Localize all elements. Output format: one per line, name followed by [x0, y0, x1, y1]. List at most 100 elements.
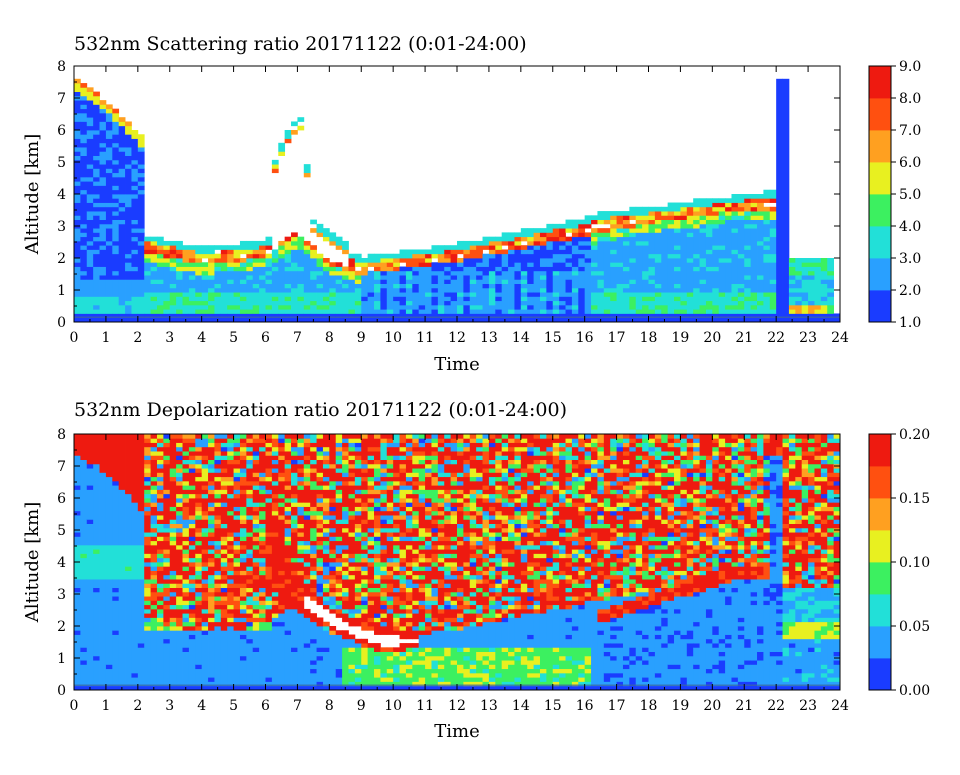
heatmap-cell — [170, 545, 177, 571]
heatmap-cell — [74, 151, 81, 156]
heatmap-cell — [221, 313, 228, 322]
heatmap-cell — [374, 664, 381, 669]
heatmap-cell — [151, 434, 158, 439]
heatmap-cell — [521, 613, 528, 648]
heatmap-cell — [208, 489, 215, 494]
heatmap-cell — [431, 617, 438, 622]
heatmap-cell — [176, 609, 183, 618]
heatmap-cell — [317, 258, 324, 267]
heatmap-cell — [310, 579, 317, 588]
heatmap-cell — [629, 600, 636, 613]
heatmap-cell — [451, 622, 458, 627]
heatmap-cell — [163, 626, 170, 631]
heatmap-cell — [706, 198, 713, 207]
heatmap-cell — [253, 313, 260, 322]
heatmap-cell — [227, 588, 234, 593]
heatmap-cell — [202, 515, 209, 520]
heatmap-cell — [706, 313, 713, 322]
heatmap-cell — [566, 464, 573, 473]
heatmap-cell — [521, 647, 528, 656]
heatmap-cell — [438, 656, 445, 661]
heatmap-cell — [412, 562, 419, 567]
heatmap-cell — [508, 254, 515, 267]
heatmap-cell — [74, 588, 81, 593]
heatmap-cell — [374, 536, 381, 541]
heatmap-cell — [259, 571, 266, 576]
heatmap-cell — [361, 609, 368, 614]
heatmap-cell — [93, 228, 100, 233]
heatmap-cell — [393, 489, 400, 494]
heatmap-cell — [578, 494, 585, 499]
heatmap-cell — [87, 139, 94, 165]
heatmap-cell — [476, 447, 483, 452]
heatmap-cell — [751, 309, 758, 314]
heatmap-cell — [419, 447, 426, 452]
heatmap-cell — [655, 549, 662, 554]
heatmap-cell — [170, 288, 177, 293]
heatmap-cell — [342, 519, 349, 524]
heatmap-cell — [642, 596, 649, 601]
heatmap-cell — [521, 592, 528, 605]
heatmap-cell — [393, 605, 400, 614]
heatmap-cell — [419, 438, 426, 443]
heatmap-cell — [604, 613, 611, 622]
heatmap-cell — [195, 553, 202, 558]
heatmap-cell — [195, 451, 202, 456]
heatmap-cell — [112, 109, 119, 114]
heatmap-cell — [380, 626, 387, 635]
heatmap-cell — [642, 279, 649, 292]
heatmap-cell — [400, 562, 407, 567]
heatmap-cell — [131, 313, 138, 322]
heatmap-cell — [712, 224, 719, 229]
heatmap-cell — [195, 592, 202, 597]
heatmap-cell — [361, 519, 368, 524]
heatmap-cell — [374, 460, 381, 465]
heatmap-cell — [623, 592, 630, 597]
heatmap-cell — [546, 562, 553, 567]
heatmap-cell — [234, 245, 241, 250]
heatmap-cell — [227, 305, 234, 310]
heatmap-cell — [540, 532, 547, 537]
heatmap-cell — [514, 309, 521, 314]
heatmap-cell — [208, 258, 215, 263]
heatmap-cell — [131, 232, 138, 237]
heatmap-cell — [540, 267, 547, 272]
heatmap-cell — [553, 600, 560, 605]
heatmap-cell — [578, 647, 585, 660]
heatmap-cell — [374, 511, 381, 516]
heatmap-cell — [502, 660, 509, 669]
heatmap-cell — [610, 626, 617, 631]
heatmap-cell — [431, 309, 438, 322]
heatmap-cell — [540, 451, 547, 456]
heatmap-cell — [317, 284, 324, 289]
heatmap-cell — [470, 549, 477, 554]
heatmap-cell — [374, 489, 381, 494]
heatmap-cell — [451, 472, 458, 477]
heatmap-cell — [425, 588, 432, 597]
heatmap-cell — [131, 190, 138, 195]
heatmap-cell — [521, 494, 528, 499]
heatmap-cell — [131, 249, 138, 254]
heatmap-cell — [655, 305, 662, 310]
heatmap-cell — [483, 664, 490, 669]
heatmap-cell — [738, 258, 745, 284]
heatmap-cell — [170, 434, 177, 439]
heatmap-cell — [380, 600, 387, 605]
heatmap-cell — [163, 541, 170, 550]
heatmap-cell — [451, 271, 458, 276]
heatmap-cell — [380, 288, 387, 310]
heatmap-cell — [400, 292, 407, 297]
heatmap-cell — [195, 575, 202, 580]
heatmap-cell — [566, 558, 573, 563]
heatmap-cell — [285, 254, 292, 263]
heatmap-cell — [151, 575, 158, 580]
heatmap-cell — [419, 571, 426, 576]
heatmap-cell — [119, 211, 126, 220]
heatmap-cell — [483, 464, 490, 469]
heatmap-cell — [202, 447, 209, 456]
heatmap-cell — [342, 472, 349, 477]
heatmap-cell — [591, 549, 598, 554]
heatmap-cell — [610, 447, 617, 452]
heatmap-cell — [661, 583, 668, 588]
